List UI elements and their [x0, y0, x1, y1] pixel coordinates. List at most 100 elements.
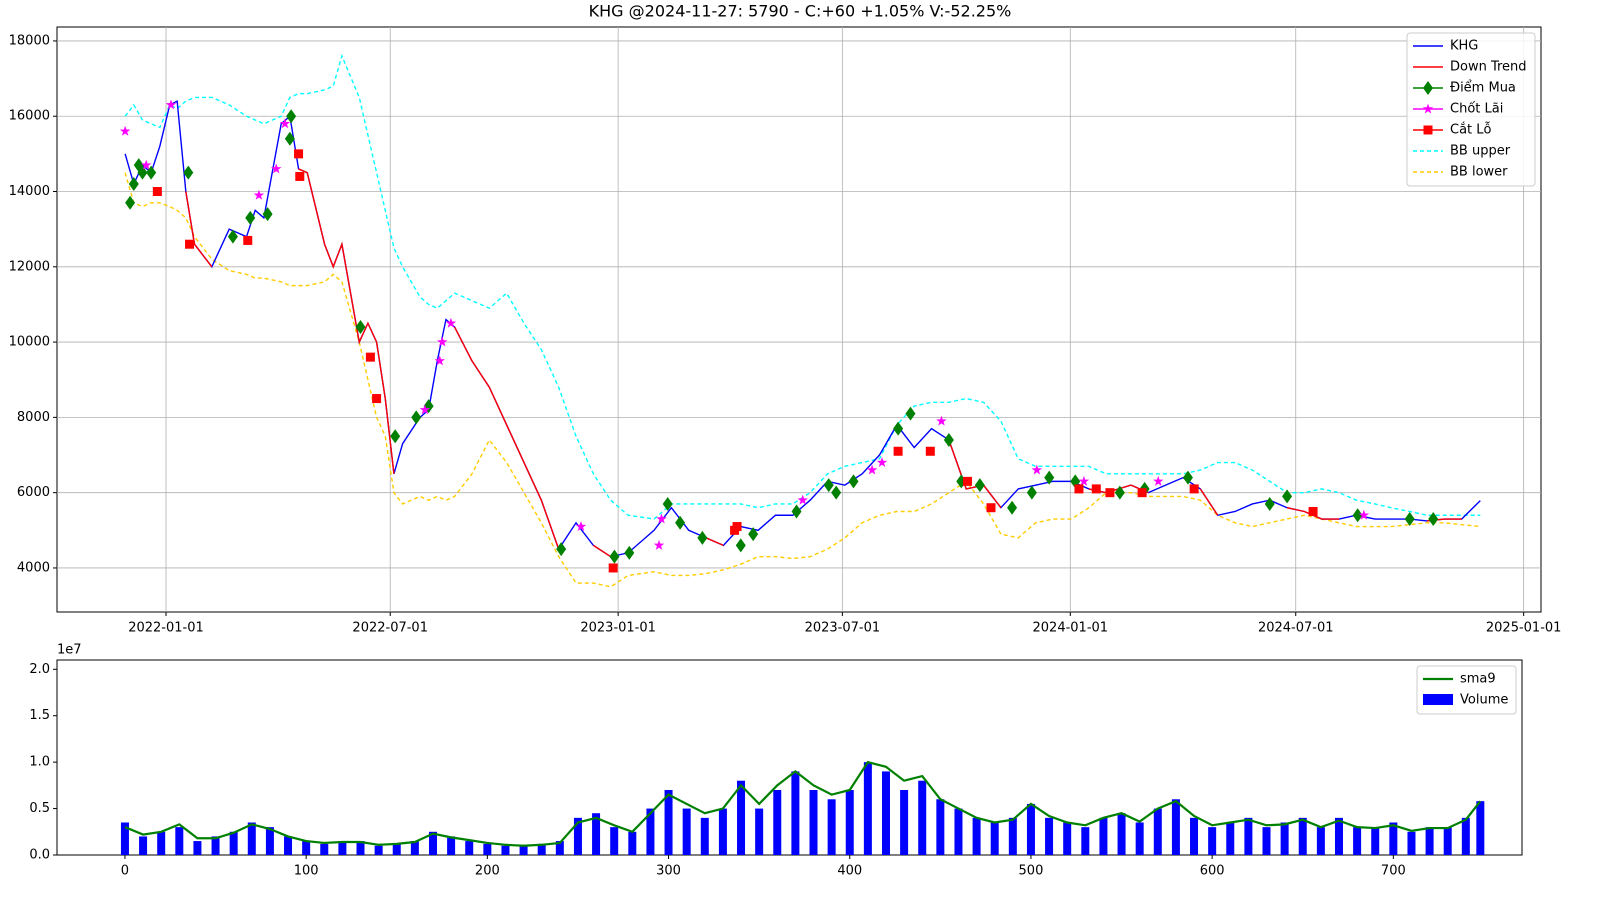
volume-bar: [157, 831, 166, 855]
buy-marker: [974, 478, 985, 493]
stop-loss-marker: [1074, 484, 1084, 494]
volume-bar: [845, 790, 854, 855]
volume-bar: [1316, 827, 1325, 855]
volume-bar: [700, 817, 709, 855]
stop-loss-marker: [152, 187, 162, 197]
volume-bar: [863, 762, 872, 855]
volume-bar: [1443, 827, 1452, 855]
volume-bar: [900, 790, 909, 855]
volume-bar: [537, 843, 546, 855]
take-profit-marker: [445, 317, 457, 328]
volume-bar: [211, 836, 220, 855]
volume-bar: [573, 817, 582, 855]
take-profit-marker: [119, 125, 131, 136]
take-profit-marker: [797, 494, 808, 505]
volume-bar: [1244, 817, 1253, 855]
x-tick-label: 2024-07-01: [1258, 621, 1334, 636]
buy-marker: [848, 474, 859, 489]
buy-marker: [128, 176, 139, 191]
y-tick-label: 4000: [17, 560, 50, 575]
buy-marker: [411, 410, 422, 425]
buy-marker: [556, 542, 567, 557]
take-profit-marker: [419, 404, 431, 415]
legend-label: KHG: [1450, 39, 1478, 54]
volume-bar: [610, 827, 619, 855]
legend-label: Down Trend: [1450, 60, 1527, 75]
buy-marker: [1282, 489, 1293, 504]
buy-marker: [1404, 512, 1415, 527]
volume-bar: [827, 799, 836, 855]
buy-marker: [1182, 470, 1193, 485]
volume-bar: [1389, 822, 1398, 855]
take-profit-marker: [253, 189, 265, 200]
volume-bar: [483, 843, 492, 855]
stop-loss-marker: [1105, 488, 1115, 498]
buy-marker: [1428, 512, 1439, 527]
take-profit-marker: [1358, 509, 1370, 520]
volume-bar: [1262, 827, 1271, 855]
volume-bar: [881, 771, 890, 855]
buy-marker: [1352, 508, 1363, 523]
volume-bar: [990, 822, 999, 855]
axes-frame: [56, 659, 1523, 856]
x-tick-label: 700: [1381, 864, 1406, 879]
legend-label: BB lower: [1450, 165, 1508, 180]
volume-bar: [1026, 803, 1035, 855]
series-line: [124, 53, 1481, 520]
take-profit-marker: [1031, 464, 1043, 475]
volume-bar: [628, 831, 637, 855]
legend-label: Điểm Mua: [1450, 81, 1516, 96]
volume-bar: [1226, 822, 1235, 855]
take-profit-marker: [434, 355, 445, 366]
volume-bar: [120, 822, 129, 855]
take-profit-marker: [575, 521, 587, 531]
volume-bar: [918, 780, 927, 855]
buy-marker: [1007, 500, 1018, 515]
volume-bar: [1208, 827, 1217, 855]
volume-bar: [1425, 827, 1434, 855]
buy-marker: [609, 549, 620, 564]
buy-marker: [227, 229, 238, 244]
buy-marker: [831, 485, 842, 500]
volume-bar: [1461, 817, 1470, 855]
legend-label: Cắt Lỗ: [1450, 123, 1492, 138]
buy-marker: [675, 515, 686, 530]
volume-bar: [320, 843, 329, 855]
stop-loss-marker: [185, 239, 195, 249]
volume-bar: [410, 841, 419, 855]
volume-bar: [1045, 817, 1054, 855]
take-profit-marker: [656, 513, 667, 524]
buy-marker: [355, 320, 366, 335]
buy-marker: [735, 538, 746, 553]
volume-bar: [664, 790, 673, 855]
stop-loss-marker: [1137, 488, 1147, 498]
take-profit-marker: [140, 159, 152, 170]
volume-bar: [1190, 817, 1199, 855]
legend-label: sma9: [1460, 672, 1496, 687]
buy-marker: [137, 165, 148, 180]
y-tick-label: 8000: [17, 410, 50, 425]
volume-bar: [1171, 799, 1180, 855]
volume-bar: [229, 831, 238, 855]
volume-bar: [501, 845, 510, 855]
buy-marker: [183, 165, 194, 180]
volume-bar: [1099, 817, 1108, 855]
volume-bar: [755, 808, 764, 855]
buy-marker: [245, 210, 256, 225]
volume-bar: [1280, 822, 1289, 855]
y-tick-label: 0.0: [29, 848, 50, 863]
legend-marker: [1423, 125, 1433, 135]
volume-bar: [682, 808, 691, 855]
volume-bar: [1153, 808, 1162, 855]
volume-bar: [139, 836, 148, 855]
y-tick-label: 16000: [9, 109, 50, 124]
volume-bar: [1135, 822, 1144, 855]
legend-box: [1406, 32, 1536, 187]
volume-bar: [1117, 813, 1126, 855]
stop-loss-marker: [925, 446, 935, 456]
volume-bar: [175, 827, 184, 855]
volume-bar: [773, 790, 782, 855]
buy-marker: [662, 496, 673, 511]
x-tick-label: 2022-07-01: [352, 621, 428, 636]
x-tick-label: 2022-01-01: [128, 621, 204, 636]
